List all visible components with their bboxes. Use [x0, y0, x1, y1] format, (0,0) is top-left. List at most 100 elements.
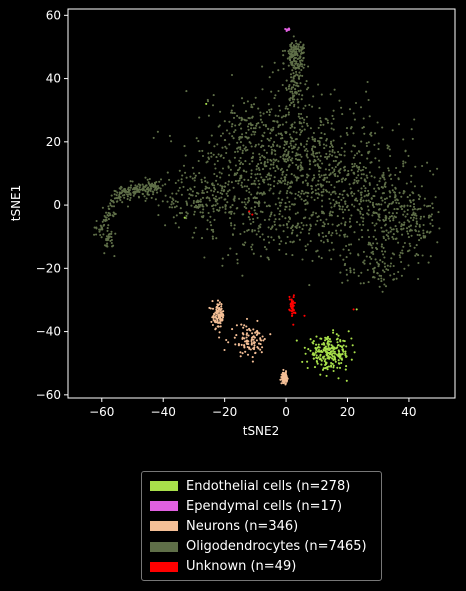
- scatter-point: [362, 282, 365, 285]
- scatter-point: [282, 146, 285, 150]
- scatter-point: [336, 366, 339, 369]
- scatter-point: [131, 188, 134, 191]
- scatter-point: [324, 156, 327, 159]
- scatter-point: [268, 111, 272, 114]
- scatter-point: [272, 126, 275, 129]
- scatter-point: [372, 194, 375, 198]
- scatter-point: [320, 349, 323, 352]
- scatter-point: [270, 236, 273, 239]
- scatter-point: [346, 235, 349, 238]
- scatter-point: [400, 208, 404, 211]
- scatter-point: [252, 152, 255, 155]
- scatter-point: [299, 55, 302, 58]
- scatter-point: [331, 154, 334, 157]
- scatter-point: [206, 196, 209, 199]
- x-tick-label: −60: [89, 405, 114, 419]
- scatter-point: [282, 224, 285, 227]
- scatter-point: [259, 348, 262, 351]
- scatter-point: [324, 363, 327, 367]
- scatter-point: [296, 224, 299, 227]
- scatter-point: [239, 232, 242, 236]
- legend: Endothelial cells (n=278) Ependymal cells…: [141, 471, 382, 581]
- scatter-point: [170, 203, 173, 206]
- scatter-point: [214, 195, 218, 198]
- scatter-point: [274, 94, 277, 97]
- scatter-point: [373, 187, 376, 190]
- scatter-point: [285, 253, 288, 256]
- scatter-point: [351, 165, 354, 168]
- scatter-point: [243, 346, 246, 349]
- scatter-point: [210, 228, 213, 231]
- scatter-point: [243, 324, 246, 327]
- scatter-point: [300, 155, 303, 158]
- scatter-point: [312, 152, 315, 155]
- scatter-point: [285, 28, 288, 31]
- scatter-point: [110, 232, 113, 235]
- scatter-point: [352, 156, 355, 159]
- scatter-point: [308, 217, 311, 220]
- scatter-point: [197, 201, 200, 204]
- scatter-point: [233, 112, 236, 115]
- scatter-point: [318, 193, 321, 196]
- scatter-point: [220, 172, 223, 175]
- scatter-point: [365, 199, 368, 202]
- scatter-point: [431, 218, 434, 222]
- scatter-point: [236, 141, 239, 144]
- scatter-point: [329, 210, 332, 213]
- scatter-point: [141, 189, 144, 192]
- scatter-point: [294, 143, 297, 146]
- scatter-point: [237, 182, 240, 185]
- scatter-point: [216, 317, 219, 320]
- scatter-point: [319, 159, 322, 162]
- scatter-point: [389, 173, 392, 176]
- scatter-point: [330, 365, 333, 368]
- scatter-point: [229, 206, 232, 209]
- scatter-point: [191, 190, 194, 193]
- scatter-point: [257, 186, 260, 189]
- scatter-point: [330, 361, 333, 365]
- scatter-point: [278, 145, 282, 148]
- scatter-point: [317, 233, 320, 236]
- scatter-point: [301, 117, 304, 120]
- scatter-point: [316, 215, 319, 219]
- scatter-point: [333, 352, 337, 355]
- scatter-point: [378, 285, 381, 288]
- y-axis-label: tSNE1: [9, 185, 23, 222]
- scatter-point: [347, 169, 350, 173]
- scatter-point: [361, 168, 364, 171]
- scatter-point: [290, 80, 293, 83]
- scatter-point: [277, 115, 280, 118]
- scatter-point: [290, 50, 293, 53]
- scatter-point: [284, 242, 287, 245]
- scatter-point: [381, 260, 384, 263]
- scatter-point: [355, 164, 358, 167]
- scatter-point: [304, 352, 307, 355]
- scatter-point: [248, 141, 251, 144]
- scatter-point: [287, 85, 291, 88]
- scatter-point: [219, 318, 222, 321]
- scatter-point: [139, 184, 142, 187]
- scatter-point: [212, 153, 215, 156]
- scatter-point: [201, 203, 204, 206]
- scatter-point: [317, 83, 320, 86]
- scatter-point: [250, 169, 253, 172]
- scatter-point: [255, 339, 258, 342]
- scatter-point: [381, 174, 384, 177]
- scatter-point: [371, 204, 375, 207]
- scatter-point: [396, 199, 399, 202]
- scatter-point: [172, 202, 175, 205]
- scatter-point: [215, 237, 218, 240]
- scatter-point: [372, 242, 375, 245]
- scatter-point: [226, 190, 230, 193]
- scatter-point: [228, 159, 231, 162]
- scatter-point: [192, 199, 195, 203]
- scatter-point: [329, 172, 332, 176]
- scatter-point: [349, 187, 352, 190]
- scatter-point: [316, 183, 320, 186]
- scatter-point: [306, 182, 309, 185]
- scatter-point: [238, 116, 241, 119]
- scatter-point: [190, 194, 193, 197]
- scatter-point: [378, 166, 381, 169]
- scatter-point: [397, 123, 401, 126]
